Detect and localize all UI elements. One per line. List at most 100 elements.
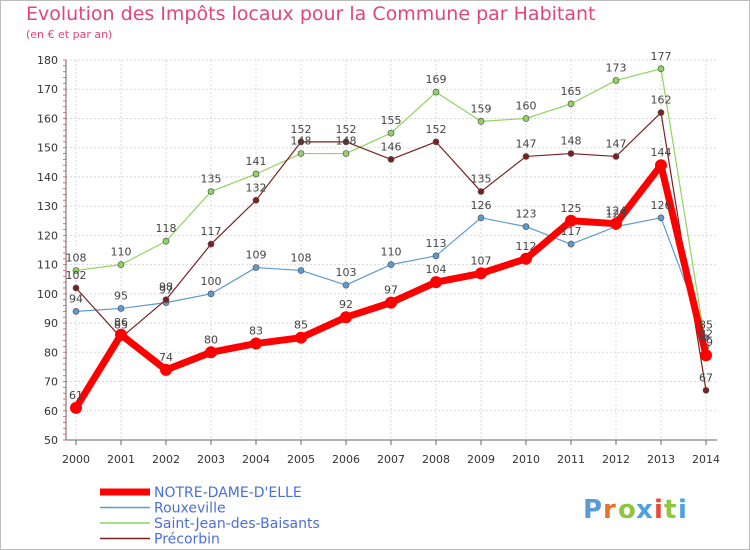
data-point-0 bbox=[655, 159, 667, 172]
data-point-0 bbox=[520, 252, 532, 265]
data-point-1 bbox=[387, 261, 395, 268]
legend-label-notre_dame: NOTRE-DAME-D'ELLE bbox=[154, 485, 302, 501]
logo-letter: i bbox=[654, 495, 663, 525]
data-point-3 bbox=[252, 196, 260, 204]
data-label-1: 113 bbox=[426, 237, 447, 250]
data-label-1: 123 bbox=[606, 208, 627, 221]
data-label-3: 152 bbox=[336, 123, 357, 136]
data-label-2: 173 bbox=[606, 61, 627, 74]
chart-subtitle: (en € et par an) bbox=[26, 28, 113, 41]
data-label-0: 74 bbox=[159, 351, 173, 364]
data-label-2: 177 bbox=[651, 50, 672, 63]
data-label-3: 147 bbox=[606, 137, 627, 150]
data-label-3: 147 bbox=[516, 137, 537, 150]
x-tick-label: 2008 bbox=[422, 453, 450, 466]
data-point-1 bbox=[432, 252, 440, 260]
data-label-3: 146 bbox=[381, 140, 402, 153]
logo-letter: i bbox=[678, 495, 687, 525]
data-point-1 bbox=[72, 308, 80, 315]
data-label-2: 155 bbox=[381, 114, 402, 127]
data-point-2 bbox=[72, 267, 80, 274]
data-point-3 bbox=[342, 138, 350, 146]
data-point-1 bbox=[342, 281, 350, 289]
data-point-3 bbox=[612, 153, 620, 160]
legend-label-rouxeville: Rouxeville bbox=[154, 501, 226, 517]
data-label-1: 117 bbox=[561, 225, 582, 238]
data-label-1: 100 bbox=[201, 275, 222, 288]
x-tick-label: 2003 bbox=[197, 453, 225, 466]
x-tick-label: 2000 bbox=[62, 453, 90, 466]
data-point-2 bbox=[432, 88, 440, 96]
x-tick-label: 2007 bbox=[377, 453, 405, 466]
x-tick-label: 2002 bbox=[152, 453, 180, 466]
data-point-2 bbox=[252, 170, 260, 178]
x-tick-label: 2005 bbox=[287, 453, 315, 466]
data-point-0 bbox=[295, 331, 307, 344]
data-label-0: 97 bbox=[384, 284, 398, 297]
data-label-0: 144 bbox=[651, 146, 672, 159]
x-tick-label: 2011 bbox=[557, 453, 585, 466]
x-tick-label: 2006 bbox=[332, 453, 360, 466]
data-label-2: 82 bbox=[699, 327, 713, 340]
data-label-2: 160 bbox=[516, 99, 537, 112]
data-label-2: 165 bbox=[561, 85, 582, 98]
data-label-0: 79 bbox=[699, 336, 713, 349]
data-point-1 bbox=[117, 305, 125, 312]
data-label-0: 80 bbox=[204, 333, 218, 346]
x-tick-label: 2014 bbox=[692, 453, 720, 466]
data-point-2 bbox=[162, 237, 170, 245]
data-point-1 bbox=[477, 214, 485, 222]
data-point-3 bbox=[207, 240, 215, 248]
data-label-0: 112 bbox=[516, 240, 537, 253]
data-label-3: 135 bbox=[471, 173, 492, 186]
data-point-0 bbox=[565, 214, 577, 227]
data-label-2: 135 bbox=[201, 173, 222, 186]
data-point-2 bbox=[207, 188, 215, 195]
data-point-0 bbox=[385, 296, 397, 309]
data-point-2 bbox=[567, 100, 575, 108]
data-point-2 bbox=[657, 65, 665, 73]
data-point-2 bbox=[342, 150, 350, 157]
x-tick-label: 2004 bbox=[242, 453, 270, 466]
data-label-2: 118 bbox=[156, 222, 177, 235]
y-tick-label: 110 bbox=[37, 259, 58, 272]
chart-title: Evolution des Impôts locaux pour la Comm… bbox=[26, 3, 596, 25]
data-label-1: 123 bbox=[516, 208, 537, 221]
data-label-1: 95 bbox=[114, 289, 128, 302]
data-point-1 bbox=[522, 223, 530, 230]
logo-letter: x bbox=[636, 495, 653, 525]
data-label-0: 61 bbox=[69, 389, 83, 402]
data-point-3 bbox=[432, 138, 440, 146]
logo-letter: t bbox=[664, 495, 676, 525]
data-point-0 bbox=[160, 363, 172, 376]
data-label-0: 125 bbox=[561, 202, 582, 215]
data-point-2 bbox=[477, 118, 485, 125]
data-point-3 bbox=[297, 138, 305, 146]
data-point-2 bbox=[117, 261, 125, 268]
data-label-3: 152 bbox=[426, 123, 447, 136]
data-point-0 bbox=[115, 328, 127, 341]
data-label-1: 126 bbox=[471, 199, 492, 212]
data-point-2 bbox=[522, 115, 530, 122]
data-label-2: 148 bbox=[291, 135, 312, 148]
data-label-3: 117 bbox=[201, 225, 222, 238]
x-tick-label: 2010 bbox=[512, 453, 540, 466]
data-label-3: 85 bbox=[114, 319, 128, 332]
y-tick-label: 80 bbox=[44, 346, 58, 359]
data-label-0: 92 bbox=[339, 298, 353, 311]
data-point-0 bbox=[475, 267, 487, 280]
data-label-1: 103 bbox=[336, 266, 357, 279]
legend-label-precorbin: Précorbin bbox=[154, 532, 220, 548]
y-tick-label: 170 bbox=[37, 83, 58, 96]
data-label-1: 110 bbox=[381, 246, 402, 259]
data-point-3 bbox=[702, 386, 710, 394]
data-point-0 bbox=[70, 401, 82, 414]
y-tick-label: 50 bbox=[44, 434, 58, 447]
data-label-2: 108 bbox=[66, 251, 87, 264]
data-label-1: 126 bbox=[651, 199, 672, 212]
x-tick-label: 2013 bbox=[647, 453, 675, 466]
data-label-1: 108 bbox=[291, 251, 312, 264]
data-label-0: 83 bbox=[249, 325, 263, 338]
y-tick-label: 120 bbox=[37, 229, 58, 242]
